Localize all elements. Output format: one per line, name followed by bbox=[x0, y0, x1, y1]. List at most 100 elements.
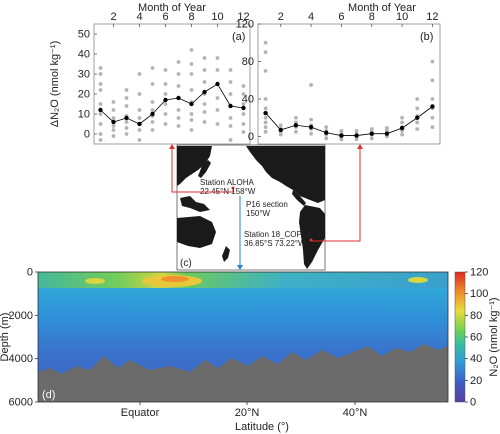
panel-a: Month of Year ΔN₂O (nmol kg⁻¹) (a) 2 4 6 8 1… bbox=[49, 2, 251, 145]
panel-a-scatter-point-19 bbox=[124, 104, 129, 108]
copas-arrowhead bbox=[357, 144, 363, 149]
panel-a-scatter-point-35 bbox=[150, 66, 155, 70]
land-japan bbox=[198, 160, 211, 178]
panel-a-top-axis-label: Month of Year bbox=[138, 2, 206, 14]
panel-b-scatter-point-50 bbox=[415, 106, 420, 111]
panel-b-scatter-point-7 bbox=[263, 50, 268, 55]
panel-b-scatter-point-53 bbox=[430, 115, 435, 120]
station-copas-coords: 36.85°S 73.22°W bbox=[244, 239, 306, 248]
panel-b-x-tick-label-8: 8 bbox=[369, 11, 375, 23]
seafloor bbox=[38, 344, 448, 402]
panel-b-scatter-point-48 bbox=[415, 120, 420, 125]
panel-d: Depth (m) Latitude (°) (d) 0 2000 4000 6000… bbox=[0, 267, 449, 433]
land-se-asia bbox=[180, 196, 210, 212]
panel-a-scatter-point-46 bbox=[176, 84, 181, 88]
panel-a-scatter-point-12 bbox=[111, 116, 116, 120]
panel-b-mean-point-12 bbox=[430, 104, 435, 109]
panel-a-scatter-point-62 bbox=[202, 68, 207, 72]
panel-b-label: (b) bbox=[420, 31, 433, 43]
panel-a-scatter-point-41 bbox=[163, 68, 168, 72]
panel-a-scatter-point-50 bbox=[189, 118, 194, 122]
panel-a-y-tick-label-40: 40 bbox=[78, 49, 90, 61]
land-new-zealand bbox=[222, 246, 230, 262]
panel-a-x-tick-label-10: 10 bbox=[211, 11, 223, 23]
panel-a-scatter-point-69 bbox=[215, 56, 220, 60]
panel-b-scatter-point-3 bbox=[263, 115, 268, 120]
land-australia bbox=[177, 216, 216, 248]
panel-a-scatter-point-44 bbox=[176, 108, 181, 112]
panel-a-scatter-point-63 bbox=[202, 56, 207, 60]
p16-arrowhead bbox=[237, 265, 243, 270]
panel-a-scatter-point-21 bbox=[124, 88, 129, 92]
panel-d-x-tick-label-0: Equator bbox=[121, 407, 160, 419]
panel-d-y-tick-label-2000: 2000 bbox=[9, 310, 33, 322]
panel-a-mean-point-2 bbox=[111, 119, 116, 125]
panel-b-scatter-point-25 bbox=[324, 125, 329, 130]
panel-a-y-tick-label-50: 50 bbox=[78, 29, 90, 41]
panel-a-mean-point-6 bbox=[163, 97, 168, 103]
panel-a-scatter-point-72 bbox=[228, 116, 233, 120]
panel-b-scatter-point-4 bbox=[263, 106, 268, 111]
panel-b-x-tick-label-4: 4 bbox=[308, 11, 314, 23]
panel-a-scatter-point-26 bbox=[137, 108, 142, 112]
panel-d-label: (d) bbox=[42, 389, 55, 401]
land-north-america bbox=[246, 146, 325, 203]
panel-b-scatter-point-47 bbox=[415, 127, 420, 131]
panel-a-scatter-point-42 bbox=[176, 124, 181, 128]
panel-a-scatter-point-34 bbox=[150, 82, 155, 86]
land-asia bbox=[177, 146, 212, 186]
panel-a-mean-point-12 bbox=[241, 105, 246, 111]
panel-a-scatter-point-14 bbox=[111, 100, 116, 104]
panel-a-scatter-point-57 bbox=[202, 120, 207, 124]
panel-b-scatter-point-30 bbox=[354, 137, 359, 142]
panel-a-y-tick-label-10: 10 bbox=[78, 109, 90, 121]
panel-b-scatter-point-46 bbox=[400, 115, 404, 120]
colorbar-label: N₂O (nmol kg⁻¹) bbox=[488, 297, 500, 376]
station-aloha-name: Station ALOHA bbox=[200, 178, 254, 187]
panel-a-x-tick-label-12: 12 bbox=[237, 11, 249, 23]
panel-a-scatter-point-4 bbox=[98, 102, 103, 106]
colorbar-tick-label-80: 80 bbox=[470, 310, 482, 322]
panel-b-mean-point-9 bbox=[384, 131, 390, 136]
panel-a-scatter-point-33 bbox=[150, 100, 155, 104]
panel-d-xlabel: Latitude (°) bbox=[235, 421, 289, 433]
panel-a-scatter-point-10 bbox=[111, 128, 116, 132]
panel-b-mean-point-3 bbox=[293, 123, 299, 128]
panel-a-scatter-point-13 bbox=[111, 108, 116, 112]
panel-b-mean-point-5 bbox=[324, 130, 329, 135]
panel-a-mean-point-8 bbox=[189, 101, 194, 107]
panel-b-scatter-point-33 bbox=[354, 128, 359, 133]
colorbar: N₂O (nmol kg⁻¹) 0 20 40 60 80 100 120 bbox=[454, 267, 500, 409]
panel-a-scatter-point-11 bbox=[111, 124, 116, 128]
panel-a-scatter-point-58 bbox=[202, 110, 207, 114]
panel-a-x-tick-label-6: 6 bbox=[162, 11, 168, 23]
section-hotspot-core bbox=[161, 276, 189, 282]
panel-a-scatter-point-9 bbox=[111, 134, 116, 138]
colorbar-tick-label-40: 40 bbox=[470, 353, 482, 365]
panel-b-scatter-point-8 bbox=[263, 40, 268, 45]
panel-b-scatter-point-56 bbox=[430, 78, 435, 83]
panel-a-scatter-point-61 bbox=[202, 80, 207, 84]
panel-a-scatter-point-40 bbox=[163, 82, 168, 86]
section-hotspot-east bbox=[408, 277, 428, 283]
land-central-america bbox=[292, 190, 306, 206]
panel-b-mean-line bbox=[265, 106, 433, 136]
panel-a-scatter-point-49 bbox=[189, 128, 194, 132]
panel-b-y-tick-label-80: 80 bbox=[242, 56, 254, 68]
panel-d-x-tick-label-1: 20°N bbox=[235, 407, 260, 419]
panel-a-scatter-point-25 bbox=[137, 116, 142, 120]
panel-b-y-tick-label-0: 0 bbox=[248, 131, 254, 143]
land-south-america bbox=[299, 205, 325, 269]
panel-a-scatter-point-38 bbox=[163, 102, 168, 106]
panel-b-scatter-point-2 bbox=[263, 120, 268, 125]
colorbar-tick-label-100: 100 bbox=[470, 288, 488, 300]
colorbar-tick-label-120: 120 bbox=[470, 267, 488, 279]
colorbar-tick-label-20: 20 bbox=[470, 375, 482, 387]
panel-a-mean-point-10 bbox=[215, 81, 220, 87]
panel-a-scatter-point-30 bbox=[150, 120, 155, 124]
panel-a-scatter-point-68 bbox=[215, 68, 220, 72]
panel-a-scatter-point-2 bbox=[98, 122, 103, 126]
panel-b-scatter-point-34 bbox=[369, 136, 374, 141]
panel-a-scatter-point-8 bbox=[98, 66, 103, 70]
